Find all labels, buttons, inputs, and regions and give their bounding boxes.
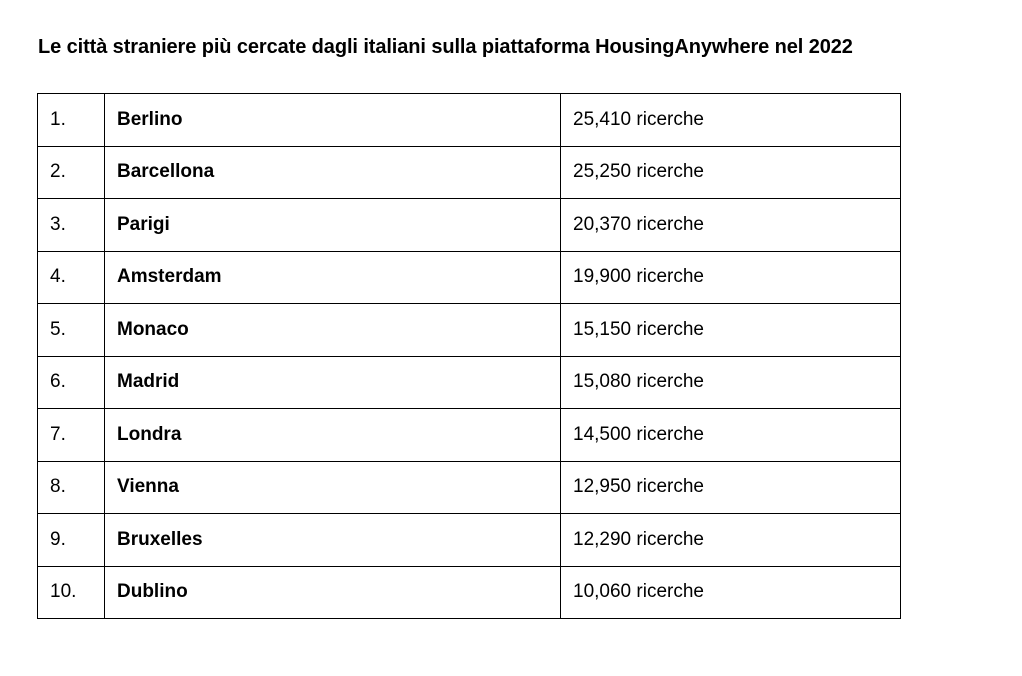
ranking-table: 1. Berlino 25,410 ricerche 2. Barcellona… <box>37 93 901 619</box>
rank-cell: 6. <box>37 355 105 409</box>
searches-cell: 12,290 ricerche <box>560 513 901 567</box>
rank-cell: 4. <box>37 250 105 304</box>
table-row: 5. Monaco 15,150 ricerche <box>37 303 901 357</box>
table-row: 6. Madrid 15,080 ricerche <box>37 355 901 409</box>
rank-cell: 10. <box>37 565 105 619</box>
city-cell: Dublino <box>104 565 561 619</box>
searches-cell: 25,250 ricerche <box>560 145 901 199</box>
rank-cell: 9. <box>37 513 105 567</box>
rank-cell: 7. <box>37 408 105 462</box>
searches-cell: 15,150 ricerche <box>560 303 901 357</box>
city-cell: Barcellona <box>104 145 561 199</box>
rank-cell: 1. <box>37 93 105 147</box>
table-row: 3. Parigi 20,370 ricerche <box>37 198 901 252</box>
city-cell: Amsterdam <box>104 250 561 304</box>
searches-cell: 14,500 ricerche <box>560 408 901 462</box>
page-title: Le città straniere più cercate dagli ita… <box>38 36 853 58</box>
city-cell: Berlino <box>104 93 561 147</box>
city-cell: Londra <box>104 408 561 462</box>
city-cell: Vienna <box>104 460 561 514</box>
city-cell: Bruxelles <box>104 513 561 567</box>
searches-cell: 25,410 ricerche <box>560 93 901 147</box>
table-row: 10. Dublino 10,060 ricerche <box>37 565 901 619</box>
table-row: 4. Amsterdam 19,900 ricerche <box>37 250 901 304</box>
searches-cell: 19,900 ricerche <box>560 250 901 304</box>
searches-cell: 12,950 ricerche <box>560 460 901 514</box>
table-row: 8. Vienna 12,950 ricerche <box>37 460 901 514</box>
city-cell: Parigi <box>104 198 561 252</box>
table-row: 2. Barcellona 25,250 ricerche <box>37 145 901 199</box>
table-row: 7. Londra 14,500 ricerche <box>37 408 901 462</box>
city-cell: Madrid <box>104 355 561 409</box>
searches-cell: 15,080 ricerche <box>560 355 901 409</box>
searches-cell: 20,370 ricerche <box>560 198 901 252</box>
rank-cell: 5. <box>37 303 105 357</box>
rank-cell: 8. <box>37 460 105 514</box>
searches-cell: 10,060 ricerche <box>560 565 901 619</box>
rank-cell: 2. <box>37 145 105 199</box>
rank-cell: 3. <box>37 198 105 252</box>
table-row: 1. Berlino 25,410 ricerche <box>37 93 901 147</box>
table-row: 9. Bruxelles 12,290 ricerche <box>37 513 901 567</box>
ranking-table-body: 1. Berlino 25,410 ricerche 2. Barcellona… <box>37 93 901 619</box>
city-cell: Monaco <box>104 303 561 357</box>
